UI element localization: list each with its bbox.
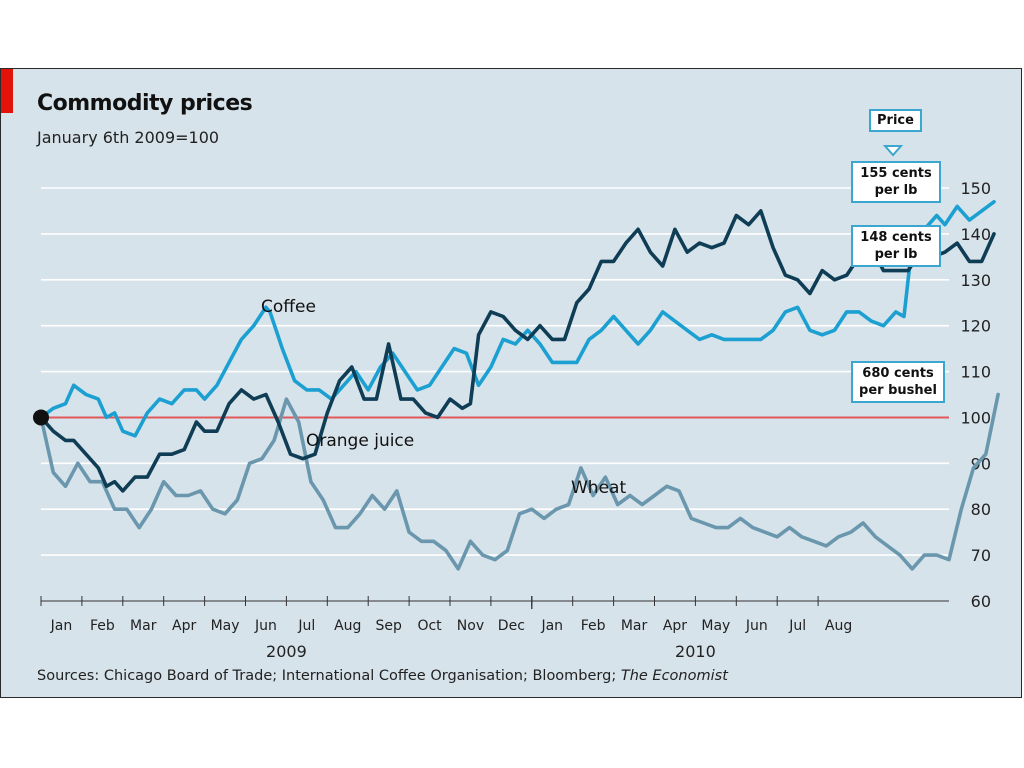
coffee-end-label: 155 cents per lb [851,161,941,203]
x-tick-label-8: Sep [375,618,402,634]
wheat-end-label-line1: 680 cents [862,366,934,381]
y-tick-label-100: 100 [960,408,991,427]
series-label-wheat: Wheat [571,478,626,498]
series-line-wheat [39,392,1000,571]
orange-juice-end-label-line2: per lb [874,247,918,262]
orange-juice-end-label: 148 cents per lb [851,225,941,267]
x-tick-label-10: Nov [457,618,484,634]
price-callout-pointer [882,145,904,157]
base-point-dot [33,409,49,426]
chart-svg: 60 70 80 90 100 110 120 130 140 150 Jan Feb Mar Apr Ma… [33,145,1000,661]
coffee-end-label-line2: per lb [874,183,918,198]
source-publication: The Economist [620,668,728,684]
wheat-end-label: 680 cents per bushel [851,361,945,403]
series-label-orange-juice: Orange juice [306,431,414,451]
brand-red-mark [1,69,13,113]
x-tick-label-19: Aug [825,618,852,634]
y-tick-label-80: 80 [971,500,991,519]
source-text: Sources: Chicago Board of Trade; Interna… [37,668,617,684]
chart-title: Commodity prices [37,91,253,116]
x-tick-label-12: Jan [540,618,563,634]
x-tick-label-17: Jun [745,618,768,634]
x-tick-label-11: Dec [498,618,525,634]
x-tick-label-16: May [701,618,730,634]
x-tick-label-2: Mar [130,618,157,634]
y-tick-label-120: 120 [960,317,991,336]
x-tick-label-7: Aug [334,618,361,634]
x-tick-label-9: Oct [417,618,442,634]
series-line-coffee [39,200,996,438]
year-label-2009: 2009 [266,642,307,661]
x-tick-label-1: Feb [90,618,115,634]
year-label-2010: 2010 [675,642,716,661]
x-tick-label-14: Mar [621,618,648,634]
source-note: Sources: Chicago Board of Trade; Interna… [37,668,728,684]
y-tick-label-70: 70 [971,546,991,565]
series-label-coffee: Coffee [261,297,316,317]
orange-juice-end-label-line1: 148 cents [860,230,932,245]
x-tick-label-18: Jul [788,618,806,634]
wheat-end-label-line2: per bushel [859,383,937,398]
y-tick-label-60: 60 [971,592,991,611]
x-tick-label-13: Feb [581,618,606,634]
y-tick-label-150: 150 [960,179,991,198]
series-line-orange-juice [39,209,996,493]
price-label-box: Price [869,109,922,132]
chart-panel: Commodity prices January 6th 2009=100 60… [0,68,1022,698]
x-tick-label-0: Jan [50,618,73,634]
chart-subtitle: January 6th 2009=100 [37,128,220,147]
y-tick-label-140: 140 [960,225,991,244]
x-tick-label-5: Jun [254,618,277,634]
x-tick-label-4: May [211,618,240,634]
y-tick-label-110: 110 [960,363,991,382]
coffee-end-label-line1: 155 cents [860,166,932,181]
x-tick-label-6: Jul [297,618,315,634]
y-tick-label-130: 130 [960,271,991,290]
x-tick-label-15: Apr [663,618,687,634]
x-tick-label-3: Apr [172,618,196,634]
y-tick-label-90: 90 [971,454,991,473]
